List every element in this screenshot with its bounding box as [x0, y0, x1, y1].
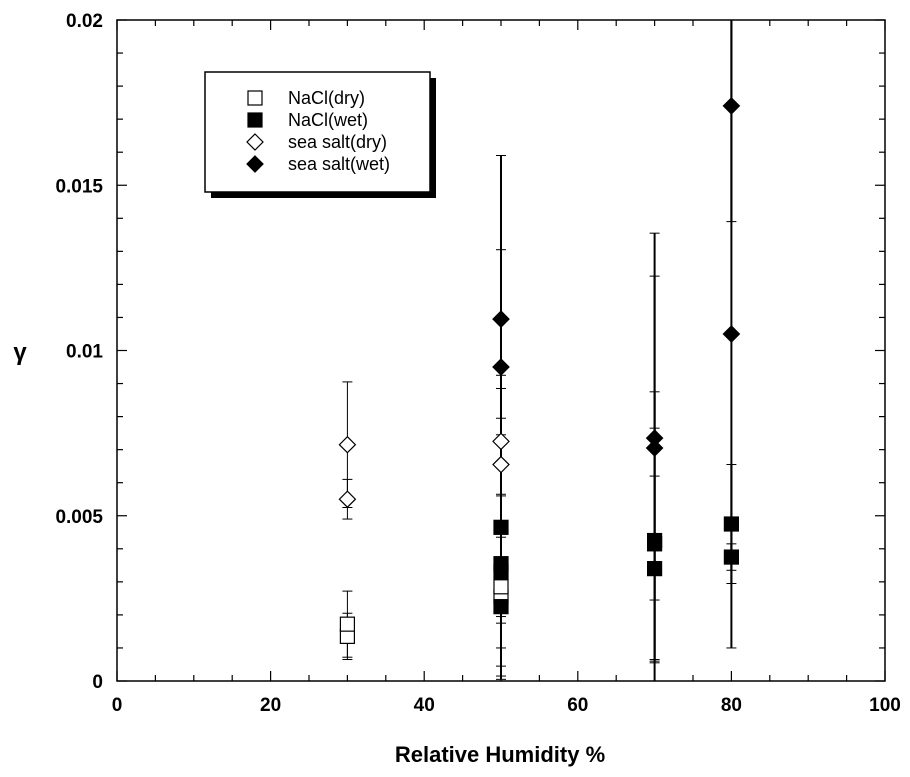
point-nacl-wet	[493, 599, 509, 615]
y-tick-label: 0.02	[66, 11, 103, 32]
point-sea-salt-wet	[645, 429, 664, 447]
point-sea-salt-dry	[492, 432, 510, 451]
point-nacl-wet	[493, 519, 509, 535]
x-tick-label: 0	[112, 695, 123, 716]
tick-labels: 0 20 40 60 80 100 0 0.005 0.01 0.015 0.02	[55, 11, 900, 716]
y-axis-title: γ	[13, 339, 27, 366]
legend-marker-nacl-dry	[247, 90, 263, 106]
point-nacl-dry	[493, 579, 509, 595]
point-sea-salt-dry	[338, 490, 357, 509]
y-tick-label: 0.005	[55, 507, 103, 528]
legend-box	[204, 71, 431, 193]
point-nacl-wet	[646, 561, 663, 577]
point-nacl-wet	[723, 549, 740, 565]
legend-label-nacl-dry: NaCl(dry)	[288, 88, 365, 108]
point-sea-salt-dry	[338, 435, 357, 454]
point-nacl-wet	[646, 532, 663, 549]
data-points	[338, 97, 741, 644]
y-tick-label: 0.01	[66, 342, 103, 363]
x-tick-label: 100	[869, 695, 901, 716]
point-sea-salt-wet	[722, 325, 741, 343]
legend-marker-nacl-wet	[247, 112, 263, 128]
legend: NaCl(dry)NaCl(wet)sea salt(dry)sea salt(…	[204, 71, 436, 198]
point-nacl-wet	[723, 516, 740, 532]
x-tick-label: 40	[414, 695, 435, 716]
legend-label-sea-salt-dry: sea salt(dry)	[288, 132, 387, 152]
point-nacl-dry	[339, 616, 355, 632]
x-axis-title: Relative Humidity %	[395, 742, 605, 767]
legend-marker-sea-salt-wet	[246, 155, 264, 173]
point-sea-salt-wet	[645, 439, 664, 457]
point-sea-salt-wet	[492, 310, 510, 328]
point-sea-salt-wet	[492, 358, 510, 376]
legend-marker-sea-salt-dry	[246, 133, 264, 151]
point-sea-salt-wet	[722, 97, 741, 115]
y-tick-label: 0.015	[55, 176, 103, 197]
legend-label-sea-salt-wet: sea salt(wet)	[288, 154, 390, 174]
x-tick-label: 80	[721, 695, 742, 716]
point-nacl-wet	[493, 556, 509, 572]
axis-ticks	[116, 19, 886, 682]
x-tick-label: 20	[260, 695, 281, 716]
point-sea-salt-dry	[492, 455, 510, 474]
legend-label-nacl-wet: NaCl(wet)	[288, 110, 368, 130]
x-tick-label: 60	[567, 695, 588, 716]
y-tick-label: 0	[92, 672, 103, 693]
